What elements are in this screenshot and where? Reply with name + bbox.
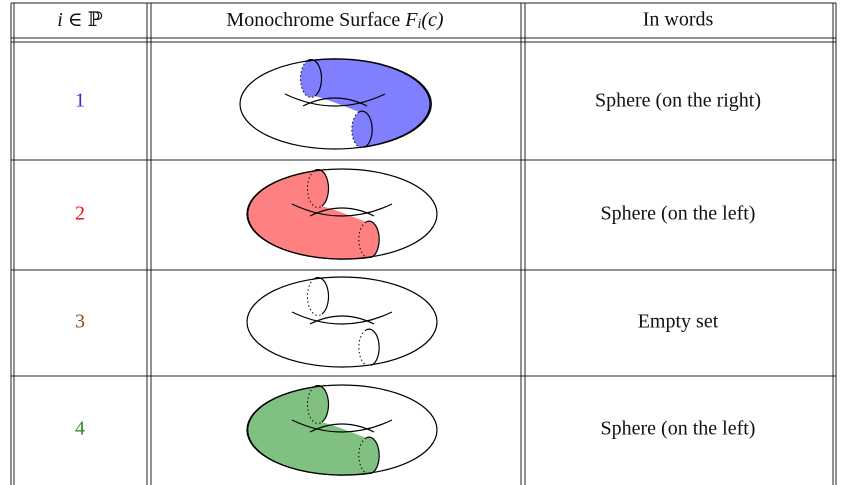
row-index: 2 — [75, 203, 85, 225]
header-surface: Monochrome Surface Fi(c) — [226, 9, 443, 33]
torus-left — [246, 168, 438, 260]
row-words: Sphere (on the left) — [601, 418, 756, 440]
row-index: 4 — [75, 418, 85, 440]
row-index: 1 — [75, 90, 85, 112]
row-words: Empty set — [638, 311, 719, 333]
rules — [10, 2, 837, 485]
torus-left — [246, 384, 438, 476]
header-index: i ∈ ℙ — [57, 9, 102, 31]
torus-empty — [246, 276, 438, 368]
row-words: Sphere (on the right) — [595, 90, 761, 112]
header-words: In words — [643, 9, 714, 31]
row-words: Sphere (on the left) — [601, 203, 756, 225]
torus-right — [239, 58, 432, 150]
row-index: 3 — [75, 311, 85, 333]
